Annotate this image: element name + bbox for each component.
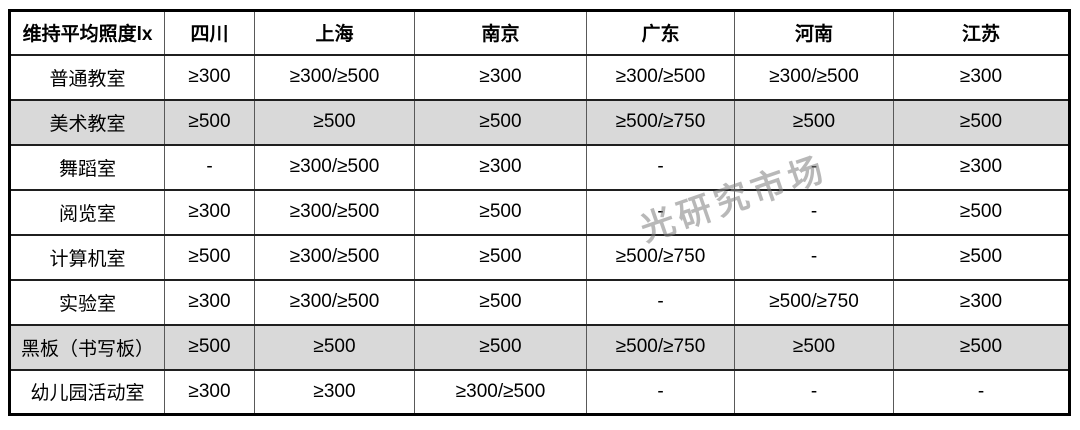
value-cell: - (586, 188, 735, 236)
value-cell: ≥500 (893, 323, 1070, 371)
value-cell: ≥300 (414, 53, 587, 101)
value-cell: ≥300/≥500 (254, 53, 415, 101)
value-cell: ≥500/≥750 (586, 233, 735, 281)
value-cell: ≥500/≥750 (586, 98, 735, 146)
value-cell: - (734, 188, 894, 236)
value-cell: ≥300/≥500 (254, 278, 415, 326)
value-cell: ≥300/≥500 (734, 53, 894, 101)
value-cell: ≥500 (893, 188, 1070, 236)
value-cell: ≥500 (893, 98, 1070, 146)
value-cell: ≥500 (254, 98, 415, 146)
value-cell: ≥500 (164, 323, 255, 371)
value-cell: ≥300/≥500 (254, 233, 415, 281)
value-cell: ≥500 (893, 233, 1070, 281)
row-label: 实验室 (9, 278, 165, 326)
value-cell: ≥300 (893, 278, 1070, 326)
value-cell: - (734, 143, 894, 191)
table-row: 黑板（书写板） ≥500 ≥500 ≥500 ≥500/≥750 ≥500 ≥500 (9, 323, 1070, 371)
table-row: 普通教室 ≥300 ≥300/≥500 ≥300 ≥300/≥500 ≥300/≥500 ≥… (9, 53, 1070, 101)
row-label: 计算机室 (9, 233, 165, 281)
value-cell: - (893, 368, 1070, 416)
row-label: 舞蹈室 (9, 143, 165, 191)
value-cell: ≥300 (164, 188, 255, 236)
value-cell: ≥500 (734, 323, 894, 371)
value-cell: ≥300 (893, 143, 1070, 191)
value-cell: ≥500/≥750 (734, 278, 894, 326)
column-header-4: 广东 (586, 9, 735, 56)
value-cell: ≥300 (893, 53, 1070, 101)
row-label: 普通教室 (9, 53, 165, 101)
value-cell: ≥300/≥500 (254, 143, 415, 191)
table-row: 实验室 ≥300 ≥300/≥500 ≥500- ≥500/≥750 ≥300 (9, 278, 1070, 326)
value-cell: ≥500 (414, 323, 587, 371)
row-label: 阅览室 (9, 188, 165, 236)
value-cell: - (586, 368, 735, 416)
value-cell: ≥500 (164, 98, 255, 146)
value-cell: ≥300 (164, 53, 255, 101)
column-header-5: 河南 (734, 9, 894, 56)
table-row: 美术教室 ≥500 ≥500 ≥500 ≥500/≥750 ≥500 ≥500 (9, 98, 1070, 146)
column-header-3: 南京 (414, 9, 587, 56)
value-cell: ≥500 (414, 278, 587, 326)
value-cell: ≥300 (164, 368, 255, 416)
column-header-1: 四川 (164, 9, 255, 56)
value-cell: - (164, 143, 255, 191)
value-cell: - (586, 278, 735, 326)
value-cell: ≥500 (164, 233, 255, 281)
value-cell: ≥300/≥500 (586, 53, 735, 101)
value-cell: ≥500 (254, 323, 415, 371)
corner-header-cell: 维持平均照度lx (9, 9, 165, 56)
value-cell: - (586, 143, 735, 191)
table-row: 幼儿园活动室 ≥300 ≥300 ≥300/≥500- - - (9, 368, 1070, 416)
row-label: 幼儿园活动室 (9, 368, 165, 416)
table-header-row: 维持平均照度lx 四川 上海 南京 广东 河南 江苏 (9, 9, 1070, 56)
value-cell: ≥500/≥750 (586, 323, 735, 371)
value-cell: ≥300/≥500 (414, 368, 587, 416)
value-cell: - (734, 233, 894, 281)
value-cell: ≥300/≥500 (254, 188, 415, 236)
column-header-2: 上海 (254, 9, 415, 56)
illuminance-table: 维持平均照度lx 四川 上海 南京 广东 河南 江苏 普通教室 ≥300 ≥300/≥500 ≥3… (8, 9, 1071, 416)
value-cell: ≥300 (254, 368, 415, 416)
value-cell: ≥500 (414, 188, 587, 236)
table-row: 计算机室 ≥500 ≥300/≥500 ≥500 ≥500/≥750- ≥500 (9, 233, 1070, 281)
row-label: 美术教室 (9, 98, 165, 146)
value-cell: ≥300 (164, 278, 255, 326)
table-row: 阅览室 ≥300 ≥300/≥500 ≥500- - ≥500 (9, 188, 1070, 236)
row-label: 黑板（书写板） (9, 323, 165, 371)
table-row: 舞蹈室 - ≥300/≥500 ≥300- - ≥300 (9, 143, 1070, 191)
value-cell: ≥500 (414, 233, 587, 281)
value-cell: - (734, 368, 894, 416)
value-cell: ≥300 (414, 143, 587, 191)
table-body: 普通教室 ≥300 ≥300/≥500 ≥300 ≥300/≥500 ≥300/≥500 ≥… (9, 53, 1070, 416)
value-cell: ≥500 (414, 98, 587, 146)
column-header-6: 江苏 (893, 9, 1070, 56)
value-cell: ≥500 (734, 98, 894, 146)
